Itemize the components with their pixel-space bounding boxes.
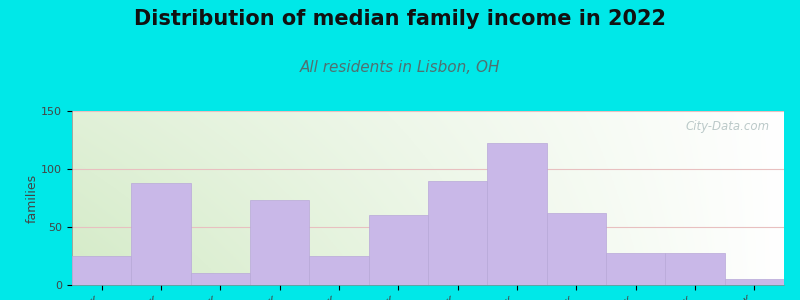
- Bar: [546, 213, 606, 285]
- Bar: [428, 181, 487, 285]
- Bar: [131, 183, 190, 285]
- Text: Distribution of median family income in 2022: Distribution of median family income in …: [134, 9, 666, 29]
- Text: City-Data.com: City-Data.com: [686, 120, 770, 133]
- Bar: [310, 256, 369, 285]
- Y-axis label: families: families: [26, 173, 38, 223]
- Bar: [250, 200, 310, 285]
- Bar: [606, 253, 666, 285]
- Bar: [666, 253, 725, 285]
- Bar: [725, 279, 784, 285]
- Text: All residents in Lisbon, OH: All residents in Lisbon, OH: [300, 60, 500, 75]
- Bar: [369, 215, 428, 285]
- Bar: [72, 256, 131, 285]
- Bar: [487, 143, 546, 285]
- Bar: [190, 273, 250, 285]
